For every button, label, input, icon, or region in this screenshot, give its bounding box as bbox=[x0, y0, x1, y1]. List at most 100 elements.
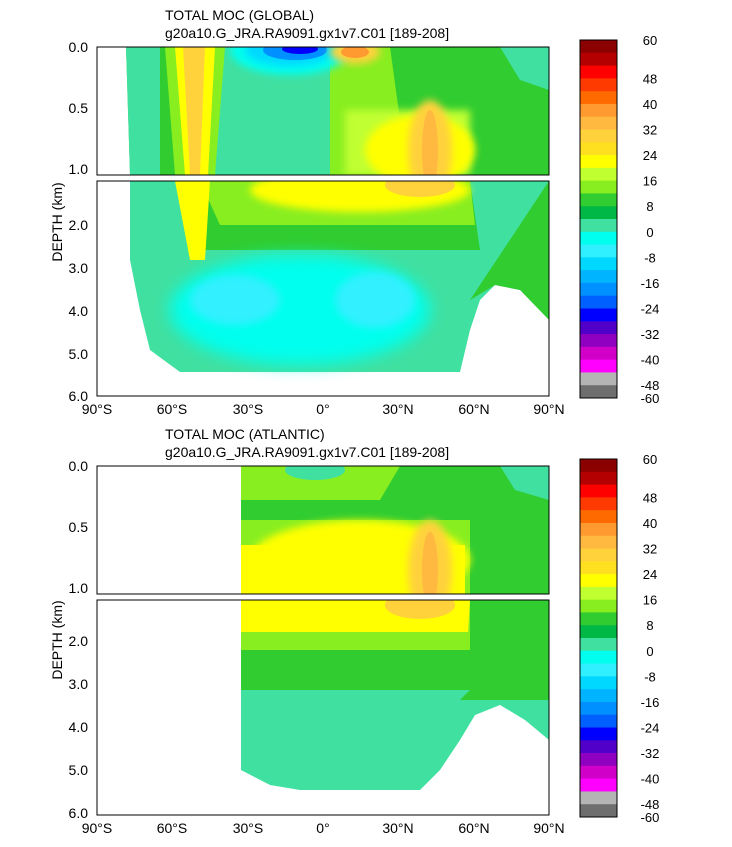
colorbar-label: 60 bbox=[643, 33, 657, 48]
atlantic-ytick-label: 6.0 bbox=[69, 805, 89, 821]
colorbar-swatch bbox=[580, 321, 617, 335]
colorbar-label: -8 bbox=[644, 669, 656, 684]
colorbar-label: -8 bbox=[644, 250, 656, 265]
global-xtick-label: 30°N bbox=[382, 401, 413, 417]
colorbar-swatch bbox=[580, 116, 617, 130]
colorbar-swatch bbox=[580, 78, 617, 92]
global-upper-field bbox=[126, 47, 549, 175]
global-x-axis: 90°S 60°S 30°S 0° 30°N 60°N 90°N bbox=[82, 401, 565, 417]
atlantic-title: TOTAL MOC (ATLANTIC) bbox=[165, 426, 325, 442]
colorbar-swatch bbox=[580, 244, 617, 258]
colorbar-swatch bbox=[580, 257, 617, 271]
colorbar-label: -60 bbox=[641, 391, 660, 406]
atlantic-upper-plot bbox=[96, 465, 550, 595]
colorbar-label: -40 bbox=[641, 772, 660, 787]
global-upper-frame bbox=[96, 46, 550, 176]
colorbar-swatch bbox=[580, 142, 617, 156]
panel-global: TOTAL MOC (GLOBAL) g20a10.G_JRA.RA9091.g… bbox=[49, 7, 565, 417]
colorbar-swatch bbox=[580, 167, 617, 182]
colorbar-label: -24 bbox=[641, 721, 660, 736]
atlantic-xtick-label: 0° bbox=[316, 820, 329, 836]
atlantic-xtick-label: 90°N bbox=[533, 820, 564, 836]
global-lower-frame bbox=[96, 180, 550, 397]
colorbar-swatch bbox=[580, 65, 617, 79]
global-y-axis: 0.0 0.5 1.0 2.0 3.0 4.0 5.0 6.0 DEPTH (k… bbox=[49, 39, 88, 404]
colorbar-frame bbox=[579, 458, 618, 818]
colorbar-swatch bbox=[580, 663, 617, 677]
atlantic-ytick-label: 5.0 bbox=[69, 762, 89, 778]
colorbar-swatch bbox=[580, 206, 617, 220]
colorbar-swatch bbox=[580, 155, 617, 169]
colorbar-swatch bbox=[580, 40, 617, 54]
global-xtick-label: 60°S bbox=[157, 401, 188, 417]
global-xtick-label: 60°N bbox=[458, 401, 489, 417]
global-xtick-label: 90°N bbox=[533, 401, 564, 417]
colorbar-global: 60 48 40 32 24 16 8 0 -8 -16 -24 -32 -40 -48-60 bbox=[579, 33, 660, 406]
colorbar-swatch bbox=[580, 103, 617, 118]
global-lower-field bbox=[130, 181, 549, 372]
colorbar-swatch bbox=[580, 471, 617, 486]
colorbar-swatch bbox=[580, 497, 617, 511]
atlantic-ytick-label: 0.5 bbox=[69, 519, 89, 535]
colorbar-label: 24 bbox=[643, 567, 657, 582]
colorbar-label: 16 bbox=[643, 593, 657, 608]
colorbar-label: 0 bbox=[646, 225, 653, 240]
colorbar-swatch bbox=[580, 765, 617, 780]
colorbar-swatch bbox=[580, 295, 617, 309]
colorbar-swatch bbox=[580, 727, 617, 741]
atlantic-xtick-label: 30°S bbox=[233, 820, 264, 836]
colorbar-swatch bbox=[580, 334, 617, 348]
colorbar-swatch bbox=[580, 740, 617, 754]
panel-atlantic: TOTAL MOC (ATLANTIC) g20a10.G_JRA.RA9091… bbox=[49, 426, 565, 836]
atlantic-subtitle: g20a10.G_JRA.RA9091.gx1v7.C01 [189-208] bbox=[165, 444, 449, 460]
atlantic-lower-frame bbox=[96, 599, 550, 816]
colorbar-swatch bbox=[580, 52, 617, 67]
colorbar-swatch bbox=[580, 522, 617, 537]
colorbar-label: 16 bbox=[643, 174, 657, 189]
colorbar-label: -24 bbox=[641, 302, 660, 317]
global-ytick-label: 4.0 bbox=[69, 303, 89, 319]
colorbar-swatch bbox=[580, 372, 617, 386]
colorbar-swatch bbox=[580, 676, 617, 690]
colorbar-swatch bbox=[580, 180, 617, 194]
colorbar-swatch bbox=[580, 791, 617, 805]
colorbar-label: 40 bbox=[643, 516, 657, 531]
atlantic-xtick-label: 60°S bbox=[157, 820, 188, 836]
global-ytick-label: 5.0 bbox=[69, 346, 89, 362]
colorbar-label: 48 bbox=[643, 490, 657, 505]
colorbar-label: 60 bbox=[643, 452, 657, 467]
colorbar-swatch bbox=[580, 510, 617, 524]
colorbar-label: 32 bbox=[643, 542, 657, 557]
atlantic-x-axis: 90°S 60°S 30°S 0° 30°N 60°N 90°N bbox=[82, 820, 565, 836]
colorbar-label: 0 bbox=[646, 644, 653, 659]
colorbar-swatch bbox=[580, 753, 617, 767]
colorbar-swatch bbox=[580, 574, 617, 588]
colorbar-frame bbox=[579, 39, 618, 399]
colorbar-label: -16 bbox=[641, 276, 660, 291]
atlantic-lower-plot bbox=[96, 599, 550, 816]
atlantic-ytick-label: 2.0 bbox=[69, 633, 89, 649]
atlantic-ytick-label: 3.0 bbox=[69, 676, 89, 692]
colorbar-swatch bbox=[580, 599, 617, 613]
colorbar-swatch bbox=[580, 804, 617, 818]
colorbar-swatch bbox=[580, 385, 617, 399]
atlantic-xtick-label: 30°N bbox=[382, 820, 413, 836]
atlantic-xtick-label: 60°N bbox=[458, 820, 489, 836]
colorbar-swatch bbox=[580, 219, 617, 233]
colorbar-swatch bbox=[580, 612, 617, 626]
global-ytick-label: 1.0 bbox=[69, 161, 89, 177]
global-subtitle: g20a10.G_JRA.RA9091.gx1v7.C01 [189-208] bbox=[165, 25, 449, 41]
colorbar-swatch bbox=[580, 308, 617, 322]
colorbar-swatch bbox=[580, 129, 617, 143]
global-upper-plot bbox=[96, 46, 550, 176]
colorbar-swatch bbox=[580, 778, 617, 792]
colorbar-swatch bbox=[580, 282, 617, 297]
colorbar-swatch bbox=[580, 270, 617, 284]
global-lower-plot bbox=[96, 180, 550, 397]
atlantic-y-axis: 0.0 0.5 1.0 2.0 3.0 4.0 5.0 6.0 DEPTH (k… bbox=[49, 458, 88, 821]
colorbar-swatch bbox=[580, 535, 617, 549]
colorbar-swatch bbox=[580, 586, 617, 601]
global-ytick-label: 2.0 bbox=[69, 217, 89, 233]
colorbar-swatch bbox=[580, 561, 617, 575]
